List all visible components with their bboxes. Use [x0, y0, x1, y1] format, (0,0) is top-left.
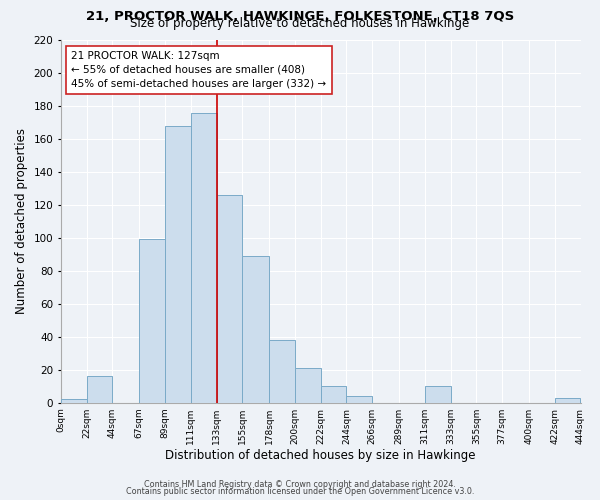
- Text: Contains public sector information licensed under the Open Government Licence v3: Contains public sector information licen…: [126, 487, 474, 496]
- Bar: [321, 386, 346, 402]
- Bar: [425, 386, 451, 402]
- Bar: [86, 376, 112, 402]
- Bar: [217, 195, 242, 402]
- Y-axis label: Number of detached properties: Number of detached properties: [15, 128, 28, 314]
- Text: 21 PROCTOR WALK: 127sqm
← 55% of detached houses are smaller (408)
45% of semi-d: 21 PROCTOR WALK: 127sqm ← 55% of detache…: [71, 51, 326, 89]
- Bar: [346, 396, 372, 402]
- Bar: [191, 112, 217, 403]
- Bar: [139, 240, 165, 402]
- Bar: [555, 398, 580, 402]
- Text: 21, PROCTOR WALK, HAWKINGE, FOLKESTONE, CT18 7QS: 21, PROCTOR WALK, HAWKINGE, FOLKESTONE, …: [86, 10, 514, 23]
- Bar: [165, 126, 191, 402]
- X-axis label: Distribution of detached houses by size in Hawkinge: Distribution of detached houses by size …: [166, 450, 476, 462]
- Text: Contains HM Land Registry data © Crown copyright and database right 2024.: Contains HM Land Registry data © Crown c…: [144, 480, 456, 489]
- Bar: [242, 256, 269, 402]
- Bar: [295, 368, 321, 402]
- Bar: [61, 400, 86, 402]
- Text: Size of property relative to detached houses in Hawkinge: Size of property relative to detached ho…: [130, 18, 470, 30]
- Bar: [269, 340, 295, 402]
